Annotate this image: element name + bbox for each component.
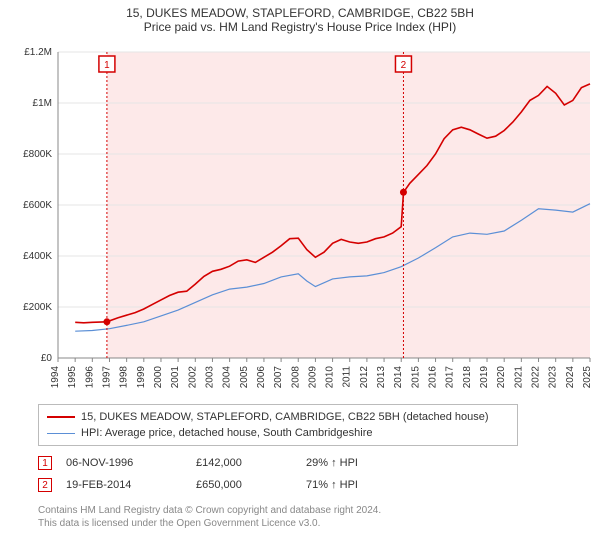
svg-text:1994: 1994 xyxy=(50,366,61,389)
svg-text:£0: £0 xyxy=(41,353,53,364)
sale-events: 1 06-NOV-1996 £142,000 29% ↑ HPI 2 19-FE… xyxy=(38,452,594,496)
sale-date-2: 19-FEB-2014 xyxy=(66,479,196,491)
svg-text:2010: 2010 xyxy=(325,366,336,389)
sale-price-2: £650,000 xyxy=(196,479,306,491)
chart-container: £0 £200K £400K £600K £800K £1M £1.2M 1994 1995 19… xyxy=(6,38,594,398)
svg-text:2009: 2009 xyxy=(307,366,318,389)
svg-text:2004: 2004 xyxy=(222,366,233,389)
svg-text:2000: 2000 xyxy=(153,366,164,389)
svg-text:1999: 1999 xyxy=(136,366,147,389)
svg-text:2019: 2019 xyxy=(479,366,490,389)
svg-text:2003: 2003 xyxy=(204,366,215,389)
svg-text:2001: 2001 xyxy=(170,366,181,389)
legend-row-property: 15, DUKES MEADOW, STAPLEFORD, CAMBRIDGE,… xyxy=(47,409,509,425)
sale-diff-2: 71% ↑ HPI xyxy=(306,479,386,491)
svg-text:2: 2 xyxy=(401,60,407,71)
svg-text:2008: 2008 xyxy=(290,366,301,389)
svg-text:£1M: £1M xyxy=(33,98,52,109)
svg-text:2023: 2023 xyxy=(548,366,559,389)
svg-text:2017: 2017 xyxy=(445,366,456,389)
title-subtitle: Price paid vs. HM Land Registry's House … xyxy=(6,20,594,34)
legend-label-hpi: HPI: Average price, detached house, Sout… xyxy=(81,427,372,439)
price-chart: £0 £200K £400K £600K £800K £1M £1.2M 1994 1995 19… xyxy=(6,38,594,398)
svg-text:2002: 2002 xyxy=(187,366,198,389)
svg-text:2012: 2012 xyxy=(359,366,370,389)
svg-text:£600K: £600K xyxy=(23,200,52,211)
svg-text:£1.2M: £1.2M xyxy=(24,47,52,58)
svg-text:2014: 2014 xyxy=(393,366,404,389)
svg-text:2006: 2006 xyxy=(256,366,267,389)
sale-row-2: 2 19-FEB-2014 £650,000 71% ↑ HPI xyxy=(38,474,594,496)
footer-line-2: This data is licensed under the Open Gov… xyxy=(38,517,594,530)
title-address: 15, DUKES MEADOW, STAPLEFORD, CAMBRIDGE,… xyxy=(6,6,594,20)
footer-attribution: Contains HM Land Registry data © Crown c… xyxy=(38,504,594,530)
legend-swatch-property xyxy=(47,416,75,418)
svg-text:2015: 2015 xyxy=(410,366,421,389)
svg-text:2013: 2013 xyxy=(376,366,387,389)
svg-text:2021: 2021 xyxy=(513,366,524,389)
legend-swatch-hpi xyxy=(47,433,75,434)
legend-label-property: 15, DUKES MEADOW, STAPLEFORD, CAMBRIDGE,… xyxy=(81,411,489,423)
sale-row-1: 1 06-NOV-1996 £142,000 29% ↑ HPI xyxy=(38,452,594,474)
svg-text:£200K: £200K xyxy=(23,302,52,313)
svg-text:1: 1 xyxy=(104,60,110,71)
legend: 15, DUKES MEADOW, STAPLEFORD, CAMBRIDGE,… xyxy=(38,404,518,446)
svg-text:£400K: £400K xyxy=(23,251,52,262)
sale-diff-1: 29% ↑ HPI xyxy=(306,457,386,469)
legend-row-hpi: HPI: Average price, detached house, Sout… xyxy=(47,425,509,441)
svg-text:2011: 2011 xyxy=(342,366,353,388)
chart-title-block: 15, DUKES MEADOW, STAPLEFORD, CAMBRIDGE,… xyxy=(6,6,594,34)
svg-text:2018: 2018 xyxy=(462,366,473,389)
svg-text:2007: 2007 xyxy=(273,366,284,389)
svg-text:1997: 1997 xyxy=(101,366,112,389)
svg-text:2024: 2024 xyxy=(565,366,576,389)
svg-text:2025: 2025 xyxy=(582,366,593,389)
sale-marker-1: 1 xyxy=(38,456,52,470)
footer-line-1: Contains HM Land Registry data © Crown c… xyxy=(38,504,594,517)
svg-text:2016: 2016 xyxy=(428,366,439,389)
svg-text:2022: 2022 xyxy=(531,366,542,389)
sale-date-1: 06-NOV-1996 xyxy=(66,457,196,469)
svg-text:2020: 2020 xyxy=(496,366,507,389)
sale-price-1: £142,000 xyxy=(196,457,306,469)
svg-text:2005: 2005 xyxy=(239,366,250,389)
svg-text:£800K: £800K xyxy=(23,149,52,160)
svg-text:1995: 1995 xyxy=(67,366,78,389)
svg-text:1996: 1996 xyxy=(84,366,95,389)
svg-text:1998: 1998 xyxy=(119,366,130,389)
sale-marker-2: 2 xyxy=(38,478,52,492)
